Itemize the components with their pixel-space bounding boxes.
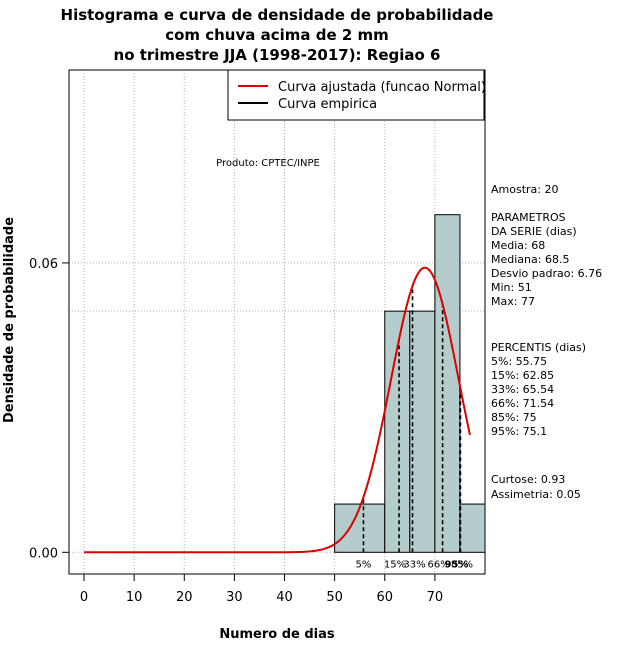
stat-parametro: Mediana: 68.5 [491, 253, 569, 266]
stat-percentil: 5%: 55.75 [491, 355, 547, 368]
histogram-bars [334, 214, 486, 553]
histogram-bar [434, 214, 461, 553]
chart-title-line: Histograma e curva de densidade de proba… [61, 6, 494, 24]
x-tick-label: 70 [427, 590, 444, 605]
percentile-label: 5% [356, 559, 372, 570]
percentile-label: 33% [403, 559, 425, 570]
histogram-bar [459, 503, 486, 553]
legend-box [227, 69, 485, 121]
stat-parametro: Max: 77 [491, 295, 535, 308]
chart-title-line: no trimestre JJA (1998-2017): Regiao 6 [114, 46, 441, 64]
histogram-bar [409, 310, 436, 553]
stat-parametros-title: DA SERIE (dias) [491, 225, 577, 238]
normal-curve-group [84, 266, 471, 554]
x-axis: 0 10 20 30 40 50 60 70 Numero de dias [80, 573, 444, 642]
percentile-label: 85% [451, 559, 473, 570]
stat-percentil: 66%: 71.54 [491, 397, 554, 410]
stat-parametro: Media: 68 [491, 239, 545, 252]
stat-assimetria: Assimetria: 0.05 [491, 488, 581, 501]
y-tick-label: 0.00 [29, 546, 58, 561]
legend-label: Curva empirica [278, 97, 377, 112]
stat-parametro: Min: 51 [491, 281, 532, 294]
legend-label: Curva ajustada (funcao Normal) [278, 80, 486, 95]
percentile-label: 15% [384, 559, 406, 570]
stat-percentis-title: PERCENTIS (dias) [491, 341, 586, 354]
x-tick-label: 30 [226, 590, 243, 605]
stat-curtose: Curtose: 0.93 [491, 473, 565, 486]
percentile-label: 66% [427, 559, 449, 570]
chart-title-line: com chuva acima de 2 mm [165, 26, 389, 44]
stat-parametros-title: PARAMETROS [491, 211, 566, 224]
percentile-lines: 5% 15%33% 66% 85%95% [356, 285, 473, 570]
percentile-label: 95% [444, 559, 468, 570]
x-tick-label: 20 [176, 590, 193, 605]
chart-title-group: Histograma e curva de densidade de proba… [61, 6, 494, 64]
stat-percentil: 15%: 62.85 [491, 369, 554, 382]
y-axis-title: Densidade de probabilidade [2, 217, 17, 423]
y-tick-label: 0.06 [29, 257, 58, 272]
legend: Curva ajustada (funcao Normal) Curva empi… [227, 69, 486, 121]
histogram-bar [334, 503, 386, 553]
x-tick-label: 60 [376, 590, 393, 605]
x-tick-label: 50 [326, 590, 343, 605]
x-axis-title: Numero de dias [219, 627, 335, 642]
x-tick-label: 0 [80, 590, 88, 605]
stat-percentil: 85%: 75 [491, 411, 537, 424]
normal-curve [84, 266, 471, 554]
x-tick-label: 40 [276, 590, 293, 605]
x-tick-label: 10 [126, 590, 143, 605]
stat-parametro: Desvio padrao: 6.76 [491, 267, 602, 280]
product-label: Produto: CPTEC/INPE [216, 158, 320, 169]
stat-amostra: Amostra: 20 [491, 183, 558, 196]
stat-percentil: 95%: 75.1 [491, 425, 547, 438]
y-axis: 0.00 0.06 Densidade de probabilidade [2, 217, 70, 561]
stat-percentil: 33%: 65.54 [491, 383, 554, 396]
